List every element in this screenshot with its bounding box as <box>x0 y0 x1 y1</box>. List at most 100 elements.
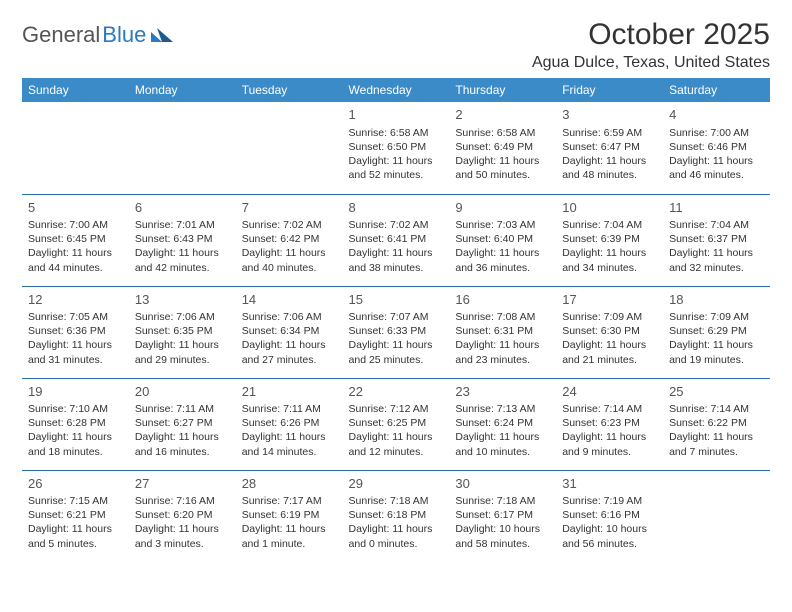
day-number: 7 <box>242 199 337 217</box>
day-number: 13 <box>135 291 230 309</box>
daylight-text: Daylight: 11 hours and 52 minutes. <box>349 154 444 182</box>
sunrise-text: Sunrise: 7:02 AM <box>242 218 337 232</box>
calendar-row: 5Sunrise: 7:00 AMSunset: 6:45 PMDaylight… <box>22 194 770 286</box>
daylight-text: Daylight: 11 hours and 34 minutes. <box>562 246 657 274</box>
sunrise-text: Sunrise: 7:05 AM <box>28 310 123 324</box>
daylight-text: Daylight: 11 hours and 46 minutes. <box>669 154 764 182</box>
calendar-row: 26Sunrise: 7:15 AMSunset: 6:21 PMDayligh… <box>22 470 770 562</box>
sunset-text: Sunset: 6:42 PM <box>242 232 337 246</box>
day-number: 31 <box>562 475 657 493</box>
sunset-text: Sunset: 6:36 PM <box>28 324 123 338</box>
sunset-text: Sunset: 6:37 PM <box>669 232 764 246</box>
sunrise-text: Sunrise: 7:10 AM <box>28 402 123 416</box>
daylight-text: Daylight: 11 hours and 9 minutes. <box>562 430 657 458</box>
sunset-text: Sunset: 6:26 PM <box>242 416 337 430</box>
sunset-text: Sunset: 6:45 PM <box>28 232 123 246</box>
day-number: 14 <box>242 291 337 309</box>
day-number: 29 <box>349 475 444 493</box>
sunset-text: Sunset: 6:16 PM <box>562 508 657 522</box>
daylight-text: Daylight: 11 hours and 7 minutes. <box>669 430 764 458</box>
day-number: 15 <box>349 291 444 309</box>
sunrise-text: Sunrise: 7:19 AM <box>562 494 657 508</box>
day-number: 11 <box>669 199 764 217</box>
day-number: 6 <box>135 199 230 217</box>
weekday-header: Friday <box>556 78 663 102</box>
logo: GeneralBlue <box>22 18 173 48</box>
calendar-cell: 6Sunrise: 7:01 AMSunset: 6:43 PMDaylight… <box>129 194 236 286</box>
day-number: 1 <box>349 106 444 124</box>
daylight-text: Daylight: 11 hours and 5 minutes. <box>28 522 123 550</box>
daylight-text: Daylight: 11 hours and 21 minutes. <box>562 338 657 366</box>
sunrise-text: Sunrise: 7:17 AM <box>242 494 337 508</box>
daylight-text: Daylight: 11 hours and 18 minutes. <box>28 430 123 458</box>
sunset-text: Sunset: 6:29 PM <box>669 324 764 338</box>
calendar-cell: 2Sunrise: 6:58 AMSunset: 6:49 PMDaylight… <box>449 102 556 194</box>
calendar-cell: 8Sunrise: 7:02 AMSunset: 6:41 PMDaylight… <box>343 194 450 286</box>
sunrise-text: Sunrise: 7:02 AM <box>349 218 444 232</box>
day-number: 28 <box>242 475 337 493</box>
sunrise-text: Sunrise: 7:09 AM <box>669 310 764 324</box>
sunset-text: Sunset: 6:23 PM <box>562 416 657 430</box>
day-number: 17 <box>562 291 657 309</box>
daylight-text: Daylight: 11 hours and 19 minutes. <box>669 338 764 366</box>
sunrise-text: Sunrise: 7:01 AM <box>135 218 230 232</box>
calendar-cell: 17Sunrise: 7:09 AMSunset: 6:30 PMDayligh… <box>556 286 663 378</box>
logo-text-1: General <box>22 22 100 48</box>
sunrise-text: Sunrise: 7:16 AM <box>135 494 230 508</box>
daylight-text: Daylight: 11 hours and 44 minutes. <box>28 246 123 274</box>
sunrise-text: Sunrise: 7:18 AM <box>349 494 444 508</box>
calendar-cell: 26Sunrise: 7:15 AMSunset: 6:21 PMDayligh… <box>22 470 129 562</box>
sunrise-text: Sunrise: 7:18 AM <box>455 494 550 508</box>
daylight-text: Daylight: 11 hours and 12 minutes. <box>349 430 444 458</box>
sunrise-text: Sunrise: 7:06 AM <box>135 310 230 324</box>
sunrise-text: Sunrise: 7:15 AM <box>28 494 123 508</box>
daylight-text: Daylight: 11 hours and 23 minutes. <box>455 338 550 366</box>
calendar-cell: 11Sunrise: 7:04 AMSunset: 6:37 PMDayligh… <box>663 194 770 286</box>
day-number: 19 <box>28 383 123 401</box>
sunrise-text: Sunrise: 7:12 AM <box>349 402 444 416</box>
calendar-cell: 24Sunrise: 7:14 AMSunset: 6:23 PMDayligh… <box>556 378 663 470</box>
calendar-cell: 21Sunrise: 7:11 AMSunset: 6:26 PMDayligh… <box>236 378 343 470</box>
sunset-text: Sunset: 6:39 PM <box>562 232 657 246</box>
sunset-text: Sunset: 6:28 PM <box>28 416 123 430</box>
sunset-text: Sunset: 6:30 PM <box>562 324 657 338</box>
daylight-text: Daylight: 11 hours and 31 minutes. <box>28 338 123 366</box>
daylight-text: Daylight: 11 hours and 48 minutes. <box>562 154 657 182</box>
calendar-row: 19Sunrise: 7:10 AMSunset: 6:28 PMDayligh… <box>22 378 770 470</box>
calendar-cell: 14Sunrise: 7:06 AMSunset: 6:34 PMDayligh… <box>236 286 343 378</box>
day-number: 10 <box>562 199 657 217</box>
day-number: 9 <box>455 199 550 217</box>
calendar-cell <box>663 470 770 562</box>
calendar-cell: 31Sunrise: 7:19 AMSunset: 6:16 PMDayligh… <box>556 470 663 562</box>
sunset-text: Sunset: 6:33 PM <box>349 324 444 338</box>
calendar-cell: 4Sunrise: 7:00 AMSunset: 6:46 PMDaylight… <box>663 102 770 194</box>
daylight-text: Daylight: 11 hours and 1 minute. <box>242 522 337 550</box>
day-number: 24 <box>562 383 657 401</box>
sunset-text: Sunset: 6:27 PM <box>135 416 230 430</box>
sunrise-text: Sunrise: 7:04 AM <box>562 218 657 232</box>
sunset-text: Sunset: 6:20 PM <box>135 508 230 522</box>
daylight-text: Daylight: 11 hours and 42 minutes. <box>135 246 230 274</box>
day-number: 23 <box>455 383 550 401</box>
day-number: 4 <box>669 106 764 124</box>
calendar-cell: 15Sunrise: 7:07 AMSunset: 6:33 PMDayligh… <box>343 286 450 378</box>
calendar-cell: 27Sunrise: 7:16 AMSunset: 6:20 PMDayligh… <box>129 470 236 562</box>
weekday-header: Thursday <box>449 78 556 102</box>
calendar-cell: 9Sunrise: 7:03 AMSunset: 6:40 PMDaylight… <box>449 194 556 286</box>
sunrise-text: Sunrise: 7:03 AM <box>455 218 550 232</box>
daylight-text: Daylight: 10 hours and 56 minutes. <box>562 522 657 550</box>
sunrise-text: Sunrise: 7:14 AM <box>669 402 764 416</box>
sunset-text: Sunset: 6:24 PM <box>455 416 550 430</box>
day-number: 30 <box>455 475 550 493</box>
daylight-text: Daylight: 11 hours and 36 minutes. <box>455 246 550 274</box>
sunset-text: Sunset: 6:34 PM <box>242 324 337 338</box>
daylight-text: Daylight: 11 hours and 10 minutes. <box>455 430 550 458</box>
calendar-cell: 1Sunrise: 6:58 AMSunset: 6:50 PMDaylight… <box>343 102 450 194</box>
month-title: October 2025 <box>532 18 770 52</box>
day-number: 12 <box>28 291 123 309</box>
sunset-text: Sunset: 6:41 PM <box>349 232 444 246</box>
calendar-cell: 19Sunrise: 7:10 AMSunset: 6:28 PMDayligh… <box>22 378 129 470</box>
calendar-cell: 5Sunrise: 7:00 AMSunset: 6:45 PMDaylight… <box>22 194 129 286</box>
sunrise-text: Sunrise: 7:13 AM <box>455 402 550 416</box>
daylight-text: Daylight: 11 hours and 29 minutes. <box>135 338 230 366</box>
